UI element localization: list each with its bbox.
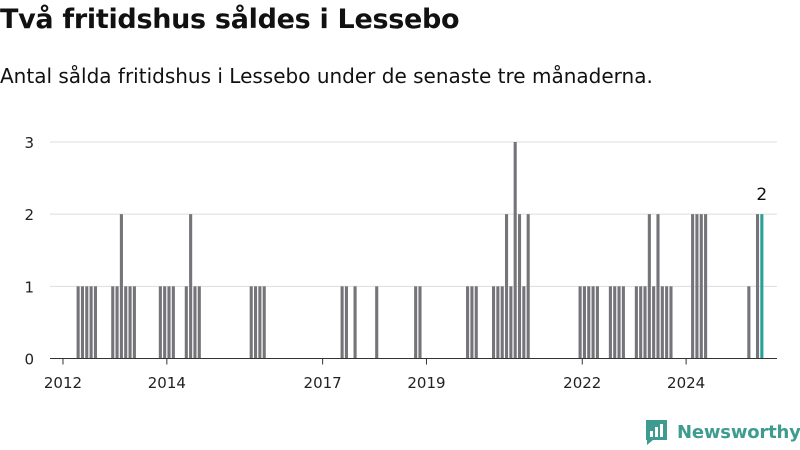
bar (517, 214, 522, 359)
bar (747, 286, 751, 359)
bar (474, 286, 478, 359)
bar (656, 214, 660, 359)
bar (634, 286, 638, 359)
y-tick-label: 3 (24, 134, 34, 152)
bar (591, 286, 595, 359)
bar (184, 286, 188, 359)
bar (509, 286, 513, 359)
bar (128, 286, 132, 359)
bar (132, 286, 136, 359)
chart-title: Två fritidshus såldes i Lessebo (0, 4, 460, 35)
bar (513, 142, 517, 359)
bar (639, 286, 643, 359)
y-axis-ticks: 0 1 2 3 (24, 134, 34, 369)
bar (340, 286, 344, 359)
bars (76, 142, 764, 359)
x-tick-label: 2014 (148, 374, 186, 392)
bar (119, 214, 123, 359)
x-tick-label: 2012 (44, 374, 82, 392)
chart-subtitle: Antal sålda fritidshus i Lessebo under d… (0, 64, 653, 88)
bar (665, 286, 669, 359)
x-tick-label: 2019 (407, 374, 445, 392)
bar (652, 286, 656, 359)
bar (617, 286, 621, 359)
bar (89, 286, 93, 359)
bar (669, 286, 673, 359)
bar (621, 286, 625, 359)
x-tick-label: 2022 (563, 374, 601, 392)
bar (85, 286, 89, 359)
bar (111, 286, 115, 359)
bar (193, 286, 197, 359)
bar (124, 286, 128, 359)
bar (249, 286, 253, 359)
bar (582, 286, 586, 359)
bar-highlight (760, 214, 764, 359)
x-tick-label: 2017 (304, 374, 342, 392)
bar (414, 286, 418, 359)
bar (504, 214, 509, 359)
bar (496, 286, 500, 359)
y-tick-label: 0 (24, 351, 34, 369)
x-axis: 2012 2014 2017 2019 2022 2024 (44, 358, 777, 392)
data-labels: 2 (756, 185, 767, 205)
bar (258, 286, 262, 359)
bar (755, 214, 760, 359)
bar (691, 214, 695, 359)
bar (262, 286, 266, 359)
x-tick-label: 2024 (667, 374, 705, 392)
bar (466, 286, 470, 359)
bar (647, 214, 651, 359)
bar (595, 286, 599, 359)
bar (189, 214, 193, 359)
bar (254, 286, 258, 359)
bar (526, 214, 530, 359)
bar (344, 286, 348, 359)
bar (704, 214, 708, 359)
bar (660, 286, 664, 359)
newsworthy-logo: Newsworthy (644, 419, 800, 446)
gridlines (50, 141, 777, 287)
y-tick-label: 2 (24, 206, 34, 224)
bar (353, 286, 357, 359)
bar (492, 286, 496, 359)
bar (608, 286, 612, 359)
bar (76, 286, 80, 359)
bar (80, 286, 85, 359)
bar (163, 286, 167, 359)
bar (470, 286, 474, 359)
logo-text: Newsworthy (677, 422, 800, 443)
bar (643, 286, 647, 359)
newsworthy-logo-icon (646, 420, 667, 445)
bar (587, 286, 591, 359)
bar (522, 286, 526, 359)
bar (500, 286, 504, 359)
bar (375, 286, 379, 359)
bar-chart: 0 1 2 3 2012 2014 2017 2019 2022 2024 2 (24, 134, 777, 392)
bar (171, 286, 175, 359)
bar (418, 286, 422, 359)
bar (115, 286, 119, 359)
bar (613, 286, 617, 359)
bar (158, 286, 162, 359)
y-tick-label: 1 (24, 278, 34, 296)
data-label: 2 (756, 185, 767, 205)
bar (167, 286, 171, 359)
bar (93, 286, 97, 359)
bar (695, 214, 699, 359)
bar (699, 214, 703, 359)
bar (578, 286, 582, 359)
bar (197, 286, 201, 359)
